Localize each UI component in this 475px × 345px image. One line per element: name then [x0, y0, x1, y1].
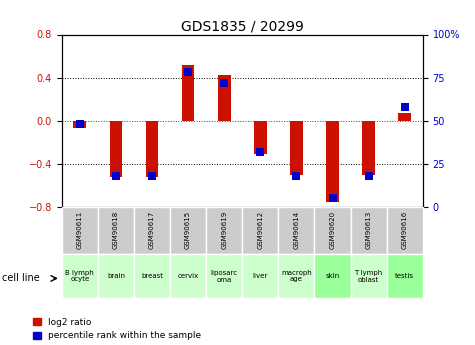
Bar: [314, 254, 351, 298]
Bar: [206, 254, 242, 298]
Text: GSM90615: GSM90615: [185, 211, 191, 249]
Bar: [387, 207, 423, 254]
Text: GSM90611: GSM90611: [77, 211, 83, 249]
Bar: [326, 121, 339, 201]
Bar: [182, 65, 194, 121]
Text: GSM90618: GSM90618: [113, 211, 119, 249]
Bar: [242, 207, 278, 254]
Bar: [254, 121, 266, 154]
Bar: [170, 207, 206, 254]
Bar: [134, 254, 170, 298]
Bar: [290, 121, 303, 175]
Text: GSM90620: GSM90620: [330, 211, 335, 249]
Text: GSM90613: GSM90613: [366, 211, 371, 249]
Bar: [387, 254, 423, 298]
Text: liver: liver: [253, 273, 268, 279]
Text: liposarc
oma: liposarc oma: [210, 269, 238, 283]
Text: GSM90616: GSM90616: [402, 211, 408, 249]
Bar: [98, 207, 134, 254]
Bar: [170, 254, 206, 298]
Title: GDS1835 / 20299: GDS1835 / 20299: [181, 19, 304, 33]
Bar: [362, 121, 375, 175]
Text: breast: breast: [141, 273, 163, 279]
Text: GSM90612: GSM90612: [257, 211, 263, 249]
Bar: [146, 121, 158, 177]
Text: GSM90614: GSM90614: [294, 211, 299, 249]
Bar: [314, 207, 351, 254]
Text: skin: skin: [325, 273, 340, 279]
Text: cell line: cell line: [2, 273, 40, 283]
Bar: [278, 254, 314, 298]
Text: macroph
age: macroph age: [281, 269, 312, 283]
Bar: [206, 207, 242, 254]
Bar: [399, 113, 411, 121]
Text: cervix: cervix: [178, 273, 199, 279]
Bar: [62, 207, 98, 254]
Bar: [74, 121, 86, 128]
Bar: [110, 121, 122, 177]
Bar: [62, 254, 98, 298]
Text: T lymph
oblast: T lymph oblast: [354, 269, 383, 283]
Text: GSM90619: GSM90619: [221, 211, 227, 249]
Bar: [218, 76, 230, 121]
Bar: [134, 207, 170, 254]
Bar: [242, 254, 278, 298]
Bar: [98, 254, 134, 298]
Text: B lymph
ocyte: B lymph ocyte: [66, 269, 94, 283]
Legend: log2 ratio, percentile rank within the sample: log2 ratio, percentile rank within the s…: [33, 318, 201, 341]
Bar: [351, 254, 387, 298]
Bar: [351, 207, 387, 254]
Text: GSM90617: GSM90617: [149, 211, 155, 249]
Bar: [278, 207, 314, 254]
Text: testis: testis: [395, 273, 414, 279]
Text: brain: brain: [107, 273, 125, 279]
